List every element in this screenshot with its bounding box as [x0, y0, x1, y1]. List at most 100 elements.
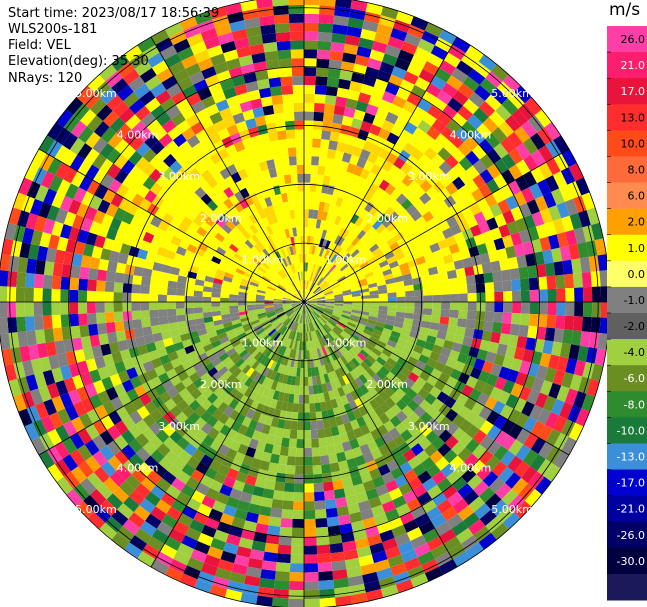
- ppi-gate: [544, 122, 561, 141]
- ppi-gate: [446, 324, 458, 335]
- ppi-gate: [519, 313, 530, 326]
- ppi-gate: [392, 270, 403, 278]
- ppi-gate: [335, 0, 352, 9]
- ppi-gate: [316, 294, 325, 299]
- ppi-gate: [369, 205, 380, 217]
- ppi-gate: [328, 278, 338, 286]
- ppi-gate: [513, 191, 527, 207]
- ppi-gate: [472, 264, 484, 275]
- ppi-gate: [373, 384, 384, 395]
- ppi-gate: [332, 339, 341, 349]
- ppi-gate: [463, 135, 479, 151]
- ppi-gate: [484, 94, 502, 111]
- ppi-gate: [328, 264, 337, 273]
- ppi-gate: [380, 332, 391, 340]
- ppi-gate: [411, 227, 423, 238]
- ppi-gate: [496, 505, 515, 523]
- ppi-gate: [325, 333, 333, 343]
- ppi-gate: [379, 242, 390, 252]
- ppi-gate: [468, 245, 480, 258]
- ppi-gate: [490, 363, 503, 377]
- ppi-gate: [378, 293, 388, 299]
- ppi-gate: [386, 282, 396, 289]
- ppi-gate: [315, 76, 328, 87]
- ppi-gate: [335, 323, 345, 331]
- ppi-gate: [401, 393, 413, 406]
- ppi-gate: [417, 98, 432, 113]
- ppi-gate: [478, 220, 491, 234]
- ppi-gate: [421, 456, 436, 471]
- ppi-gate: [323, 220, 330, 231]
- ppi-gate: [459, 344, 471, 356]
- ppi-gate: [307, 303, 317, 306]
- ppi-gate: [376, 280, 387, 287]
- ppi-gate: [321, 229, 328, 240]
- ppi-gate: [318, 279, 326, 287]
- ppi-gate: [345, 273, 356, 281]
- ppi-gate: [306, 304, 314, 312]
- ppi-gate: [341, 330, 351, 339]
- ppi-gate: [473, 107, 489, 124]
- ppi-gate: [311, 218, 318, 228]
- ppi-gate: [468, 346, 480, 359]
- ppi-gate: [358, 187, 369, 199]
- ppi-gate: [307, 296, 317, 301]
- ppi-gate: [343, 304, 353, 308]
- ppi-gate: [466, 310, 477, 321]
- ppi-gate: [489, 386, 503, 401]
- colorbar-tick-label: -17.0: [617, 477, 645, 490]
- ppi-gate: [372, 373, 383, 385]
- ppi-gate: [304, 58, 317, 68]
- ppi-gate: [318, 156, 327, 167]
- colorbar-tick-label: -6.0: [624, 372, 645, 385]
- ppi-gate: [339, 332, 349, 341]
- ppi-gate: [314, 275, 321, 284]
- ppi-gate: [597, 254, 609, 271]
- ppi-gate: [597, 333, 609, 350]
- ppi-gate: [482, 471, 499, 487]
- ppi-gate: [572, 316, 583, 332]
- ppi-gate: [552, 415, 568, 433]
- ppi-gate: [427, 328, 439, 338]
- ppi-gate: [571, 258, 582, 274]
- ppi-gate: [339, 69, 353, 81]
- ppi-gate: [449, 302, 459, 311]
- ppi-gate: [453, 231, 466, 244]
- ppi-gate: [538, 289, 548, 302]
- ppi-gate: [448, 44, 466, 61]
- ppi-gate: [489, 203, 503, 218]
- ppi-gate: [352, 296, 362, 300]
- ppi-gate: [448, 243, 460, 255]
- ppi-gate: [399, 242, 411, 252]
- ppi-gate: [307, 304, 315, 311]
- ppi-gate: [445, 261, 456, 272]
- ppi-gate: [313, 102, 325, 113]
- ppi-gate: [521, 401, 535, 417]
- ppi-gate: [389, 392, 402, 404]
- ppi-gate: [469, 388, 482, 402]
- ppi-gate: [320, 326, 328, 336]
- ppi-gate: [510, 358, 523, 372]
- ppi-gate: [395, 311, 406, 318]
- ppi-gate: [369, 124, 382, 137]
- ppi-gate: [321, 248, 328, 258]
- ppi-gate: [405, 341, 416, 351]
- ppi-gate: [362, 20, 379, 33]
- ppi-gate: [413, 173, 427, 187]
- ppi-gate: [318, 338, 324, 348]
- ppi-gate: [305, 289, 309, 299]
- ppi-gate: [387, 292, 397, 298]
- ppi-gate: [585, 347, 598, 364]
- ppi-gate: [434, 231, 446, 243]
- ppi-gate: [341, 115, 354, 127]
- ppi-gate: [426, 235, 438, 247]
- ppi-gate: [312, 274, 318, 283]
- ppi-gate: [486, 178, 500, 194]
- ppi-gate: [340, 239, 349, 249]
- ppi-gate: [333, 289, 343, 295]
- ppi-gate: [400, 328, 411, 337]
- ppi-gate: [310, 263, 315, 273]
- ppi-gate: [309, 245, 313, 255]
- ppi-gate: [469, 224, 482, 237]
- ppi-gate: [331, 312, 341, 319]
